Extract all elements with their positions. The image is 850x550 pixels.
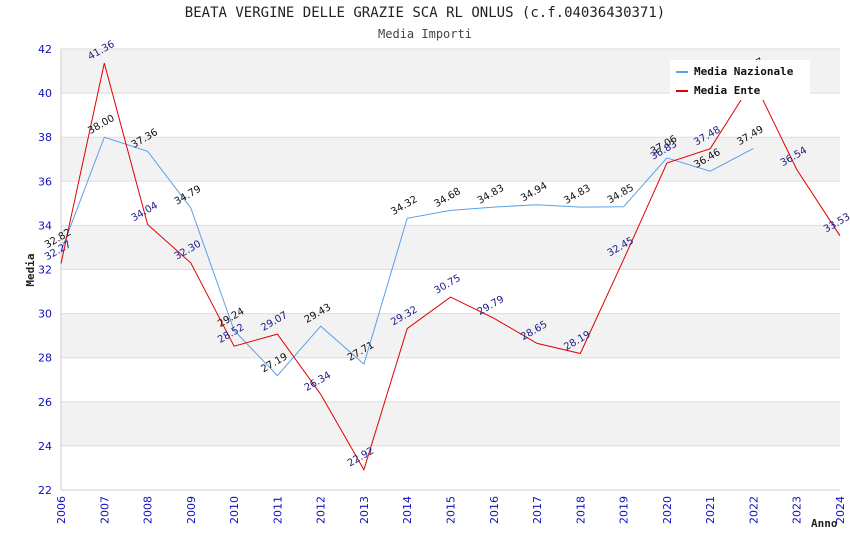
y-tick-label: 22 (38, 484, 52, 497)
x-tick-label: 2020 (661, 496, 674, 524)
x-tick-label: 2019 (618, 496, 631, 524)
chart-subtitle: Media Importi (378, 27, 472, 41)
plot-background (61, 49, 840, 490)
legend-box (670, 60, 810, 100)
legend-label-nazionale: Media Nazionale (694, 65, 794, 78)
x-tick-label: 2006 (55, 496, 68, 524)
grid-band (61, 313, 840, 358)
x-tick-label: 2012 (315, 496, 328, 524)
x-tick-label: 2014 (401, 496, 414, 524)
x-tick-label: 2015 (445, 496, 458, 524)
y-tick-label: 34 (38, 219, 52, 232)
series-line-ente (60, 62, 841, 471)
y-tick-label: 36 (38, 175, 52, 188)
x-tick-label: 2024 (834, 496, 847, 524)
x-axis-label: Anno (811, 517, 838, 530)
gridlines (60, 48, 840, 491)
series-lines (60, 62, 841, 471)
y-tick-label: 28 (38, 352, 52, 365)
grid-band (61, 181, 840, 226)
chart-title: BEATA VERGINE DELLE GRAZIE SCA RL ONLUS … (184, 5, 666, 21)
x-tick-label: 2017 (531, 496, 544, 524)
x-tick-label: 2008 (142, 496, 155, 524)
y-axis-label: Media (24, 253, 37, 286)
x-tick-label: 2013 (358, 496, 371, 524)
y-tick-label: 26 (38, 396, 52, 409)
x-tick-label: 2021 (704, 496, 717, 524)
x-tick-label: 2010 (228, 496, 241, 524)
x-tick-label: 2009 (185, 496, 198, 524)
x-tick-label: 2016 (488, 496, 501, 524)
grid-band (61, 269, 840, 314)
grid-band (61, 225, 840, 270)
y-tick-label: 32 (38, 264, 52, 277)
grid-band (61, 137, 840, 182)
legend: Media Nazionale Media Ente (670, 60, 810, 100)
x-tick-label: 2011 (271, 496, 284, 524)
y-tick-label: 42 (38, 43, 52, 56)
legend-label-ente: Media Ente (694, 84, 761, 97)
y-tick-label: 40 (38, 87, 52, 100)
grid-band (61, 93, 840, 138)
grid-band (61, 357, 840, 402)
x-tick-label: 2022 (747, 496, 760, 524)
x-tick-label: 2018 (574, 496, 587, 524)
y-tick-label: 24 (38, 440, 52, 453)
axis-ticks: 22 24 26 28 30 32 34 36 38 40 42 2006 2007 2008 2009 20… (38, 43, 847, 524)
grid-band (61, 445, 840, 490)
x-tick-label: 2023 (791, 496, 804, 524)
y-tick-label: 30 (38, 308, 52, 321)
x-tick-label: 2007 (98, 496, 111, 524)
grid-band (61, 401, 840, 446)
y-tick-label: 38 (38, 131, 52, 144)
series-line-nazionale (60, 136, 754, 377)
